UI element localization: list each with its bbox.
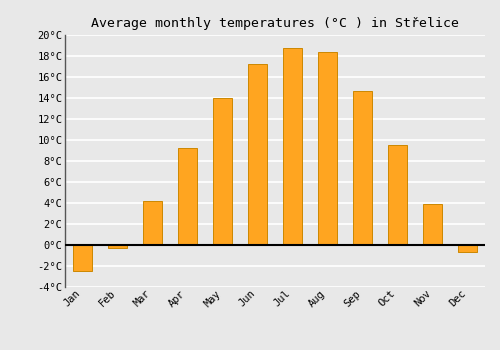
Bar bbox=[248, 64, 267, 245]
Bar bbox=[73, 245, 92, 271]
Bar bbox=[178, 148, 197, 245]
Bar bbox=[283, 48, 302, 245]
Bar bbox=[353, 91, 372, 245]
Bar bbox=[318, 52, 337, 245]
Bar bbox=[143, 201, 162, 245]
Title: Average monthly temperatures (°C ) in Střelice: Average monthly temperatures (°C ) in St… bbox=[91, 17, 459, 30]
Bar bbox=[458, 245, 477, 252]
Bar bbox=[388, 145, 407, 245]
Bar bbox=[423, 204, 442, 245]
Bar bbox=[108, 245, 127, 248]
Bar bbox=[213, 98, 232, 245]
